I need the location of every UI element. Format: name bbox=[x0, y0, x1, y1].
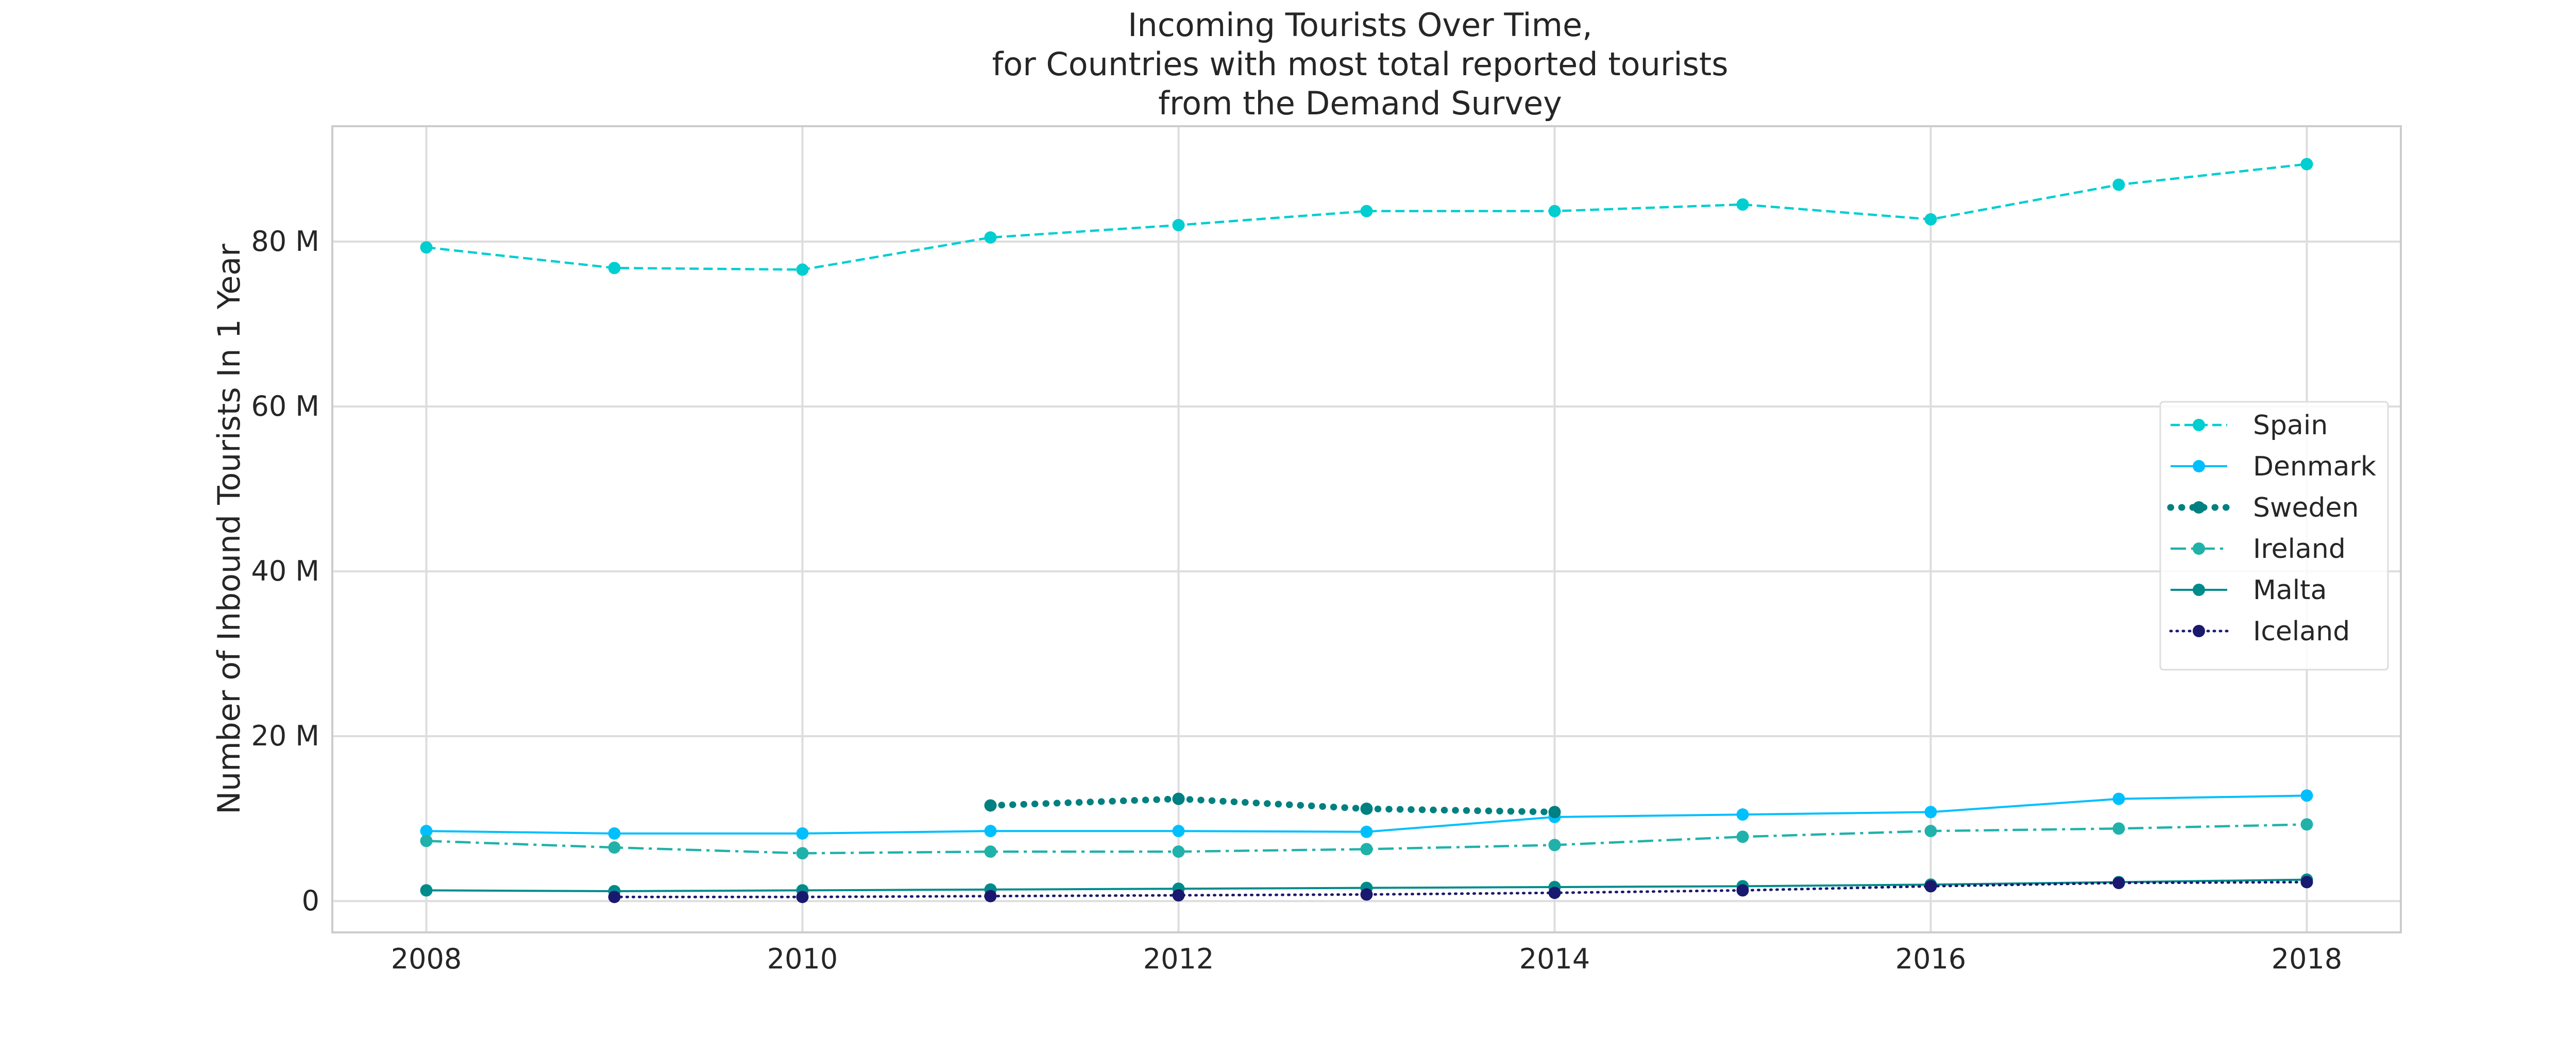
data-point bbox=[796, 263, 809, 276]
data-point bbox=[1924, 213, 1937, 226]
data-point bbox=[1172, 219, 1185, 232]
x-tick-label: 2016 bbox=[1895, 943, 1966, 975]
data-point bbox=[1172, 792, 1185, 805]
legend-item-iceland: Iceland bbox=[2169, 616, 2350, 647]
data-point bbox=[796, 891, 809, 904]
y-tick-label: 80 M bbox=[251, 225, 319, 258]
legend-box bbox=[2159, 401, 2389, 671]
data-point bbox=[984, 231, 997, 244]
x-tick-label: 2018 bbox=[2272, 943, 2342, 975]
data-point bbox=[1736, 198, 1749, 211]
data-point bbox=[1924, 806, 1937, 819]
data-point bbox=[1924, 825, 1937, 838]
data-point bbox=[1548, 839, 1561, 852]
data-point bbox=[984, 825, 997, 838]
data-point bbox=[984, 799, 997, 812]
legend-item-malta: Malta bbox=[2171, 575, 2327, 606]
x-tick-label: 2014 bbox=[1519, 943, 1590, 975]
data-point bbox=[420, 835, 433, 847]
data-point bbox=[420, 241, 433, 254]
data-point bbox=[608, 827, 621, 840]
x-tick-label: 2010 bbox=[767, 943, 838, 975]
data-point bbox=[608, 262, 621, 275]
legend-label: Iceland bbox=[2253, 616, 2350, 647]
data-point bbox=[420, 884, 433, 897]
series-iceland bbox=[608, 876, 2313, 904]
data-point bbox=[2112, 792, 2125, 805]
series-sweden bbox=[984, 792, 1561, 819]
legend-label: Denmark bbox=[2253, 451, 2376, 482]
x-tick-label: 2012 bbox=[1143, 943, 1214, 975]
series-line bbox=[426, 163, 2307, 271]
legend: Spain Denmark Sweden Ireland Malta Iceland bbox=[2159, 401, 2389, 671]
legend-item-denmark: Denmark bbox=[2171, 451, 2376, 482]
y-axis-ticks: 0 20 M 40 M 60 M 80 M bbox=[251, 225, 319, 917]
series-ireland bbox=[420, 818, 2313, 860]
legend-marker bbox=[2193, 625, 2205, 637]
data-point bbox=[1172, 889, 1185, 901]
data-point bbox=[1172, 825, 1185, 838]
series-spain bbox=[420, 158, 2313, 276]
data-point bbox=[420, 825, 433, 838]
data-point bbox=[1548, 205, 1561, 217]
data-point bbox=[1736, 830, 1749, 843]
x-tick-label: 2008 bbox=[391, 943, 462, 975]
data-point bbox=[1736, 808, 1749, 821]
legend-marker bbox=[2193, 584, 2205, 596]
data-point bbox=[2112, 876, 2125, 889]
data-point bbox=[2112, 822, 2125, 835]
series-line bbox=[426, 823, 2307, 855]
data-point bbox=[984, 845, 997, 858]
data-point bbox=[1172, 845, 1185, 858]
data-point bbox=[1360, 825, 1373, 838]
legend-marker bbox=[2193, 419, 2205, 431]
plot-area-frame bbox=[331, 125, 2402, 933]
data-point bbox=[2112, 178, 2125, 191]
data-point bbox=[1924, 880, 1937, 893]
data-point bbox=[1736, 884, 1749, 897]
data-point bbox=[1548, 887, 1561, 899]
data-point bbox=[2300, 158, 2313, 171]
data-point bbox=[1360, 205, 1373, 217]
legend-item-ireland: Ireland bbox=[2171, 534, 2346, 565]
data-point bbox=[2300, 876, 2313, 889]
legend-marker bbox=[2193, 501, 2205, 514]
data-point bbox=[2300, 818, 2313, 831]
y-tick-label: 20 M bbox=[251, 720, 319, 752]
legend-label: Spain bbox=[2253, 410, 2328, 441]
legend-label: Ireland bbox=[2253, 534, 2346, 565]
data-point bbox=[1548, 806, 1561, 819]
legend-label: Malta bbox=[2253, 575, 2327, 606]
chart-title: Incoming Tourists Over Time, for Countri… bbox=[992, 6, 1728, 122]
data-point bbox=[608, 891, 621, 904]
legend-label: Sweden bbox=[2253, 492, 2359, 523]
chart-title-line-3: from the Demand Survey bbox=[1158, 84, 1562, 122]
chart-title-line-2: for Countries with most total reported t… bbox=[992, 45, 1728, 83]
y-tick-label: 60 M bbox=[251, 390, 319, 422]
data-point bbox=[796, 827, 809, 840]
series-lines bbox=[420, 158, 2313, 904]
data-point bbox=[1360, 802, 1373, 815]
y-tick-label: 40 M bbox=[251, 555, 319, 587]
data-point bbox=[2300, 789, 2313, 802]
data-point bbox=[608, 841, 621, 854]
legend-item-sweden: Sweden bbox=[2167, 492, 2359, 523]
series-line bbox=[613, 880, 2308, 898]
y-axis-label: Number of Inbound Tourists In 1 Year bbox=[211, 244, 247, 814]
legend-marker bbox=[2193, 542, 2205, 555]
y-tick-label: 0 bbox=[302, 884, 319, 917]
data-point bbox=[796, 847, 809, 860]
data-point bbox=[1360, 888, 1373, 901]
legend-marker bbox=[2193, 460, 2205, 472]
series-line bbox=[987, 795, 1558, 815]
x-axis-ticks: 2008 2010 2012 2014 2016 2018 bbox=[391, 943, 2342, 975]
data-point bbox=[1360, 843, 1373, 856]
legend-item-spain: Spain bbox=[2171, 410, 2328, 441]
data-point bbox=[984, 890, 997, 903]
chart-title-line-1: Incoming Tourists Over Time, bbox=[1128, 6, 1592, 44]
